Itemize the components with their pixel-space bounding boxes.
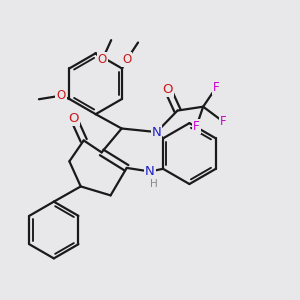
Text: O: O: [56, 89, 66, 102]
Text: O: O: [69, 112, 79, 125]
Text: F: F: [213, 81, 220, 94]
Text: F: F: [193, 120, 200, 133]
Text: N: N: [152, 126, 161, 139]
Text: H: H: [150, 179, 158, 189]
Text: O: O: [98, 53, 107, 66]
Text: F: F: [220, 115, 226, 128]
Text: methyl: methyl: [113, 31, 118, 32]
Text: O: O: [163, 83, 173, 96]
Text: O: O: [122, 53, 131, 66]
Text: N: N: [145, 165, 155, 178]
